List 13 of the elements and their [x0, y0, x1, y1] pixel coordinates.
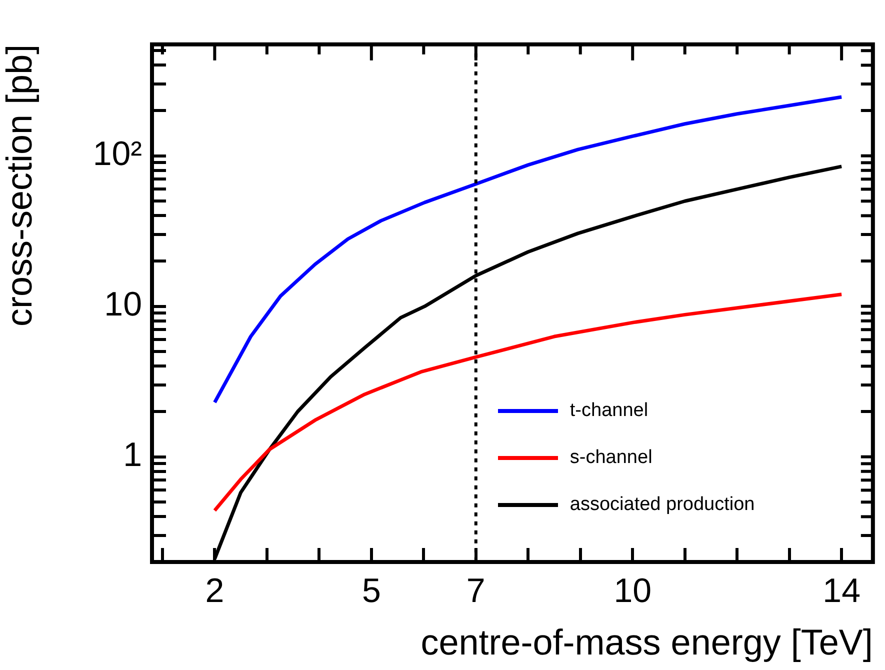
y-tick-label: 10²	[92, 135, 142, 174]
y-tick-label: 10	[104, 286, 142, 324]
x-tick-label: 2	[205, 572, 224, 610]
y-tick-label: 1	[123, 436, 142, 474]
legend-label: s-channel	[570, 446, 652, 468]
x-tick-label: 14	[822, 572, 860, 610]
x-tick-label: 10	[614, 572, 652, 610]
legend-label: associated production	[570, 494, 755, 516]
legend-label: t-channel	[570, 400, 648, 422]
x-tick-label: 7	[466, 572, 486, 610]
x-tick-label: 5	[362, 572, 381, 610]
y-axis-title: cross-section [pb]	[0, 44, 40, 327]
x-axis-title: centre-of-mass energy [TeV]	[420, 621, 873, 662]
